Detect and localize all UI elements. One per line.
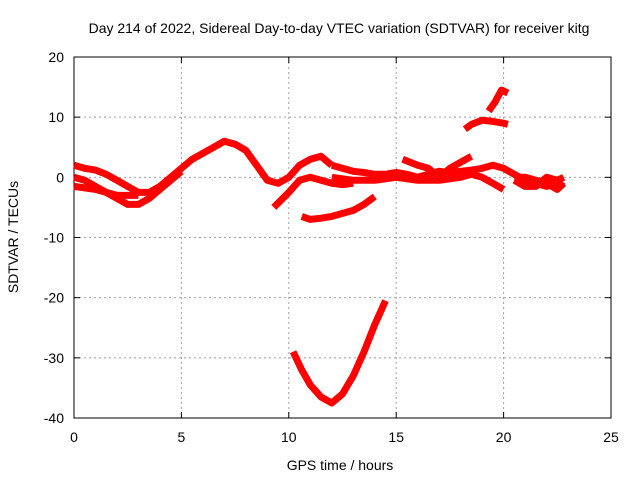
x-tick-label: 0 <box>70 429 78 445</box>
series-arc-4 <box>271 173 354 210</box>
y-tick-label: 20 <box>48 49 64 65</box>
x-tick-label: 25 <box>603 429 619 445</box>
data-series <box>73 86 567 407</box>
chart-title: Day 214 of 2022, Sidereal Day-to-day VTE… <box>89 20 590 36</box>
x-tick-label: 10 <box>281 429 297 445</box>
x-tick-label: 15 <box>388 429 404 445</box>
y-tick-label: 10 <box>48 109 64 125</box>
grid <box>74 57 611 418</box>
series-arc-1 <box>73 137 335 196</box>
series-arc-3 <box>73 182 139 199</box>
x-tick-label: 20 <box>496 429 512 445</box>
y-tick-label: -10 <box>44 230 64 246</box>
y-tick-label: -30 <box>44 350 64 366</box>
series-arc-9 <box>401 153 474 181</box>
y-tick-label: -20 <box>44 290 64 306</box>
y-tick-label: 0 <box>56 169 64 185</box>
x-tick-label: 5 <box>178 429 186 445</box>
series-arc-10 <box>462 116 509 133</box>
y-axis-label: SDTVAR / TECUs <box>5 181 21 293</box>
series-arc-13 <box>514 173 567 193</box>
series-arc-6 <box>300 193 377 223</box>
y-tick-label: -40 <box>44 410 64 426</box>
series-arc-2 <box>73 168 184 208</box>
series-arc-5 <box>289 299 389 407</box>
series-arc-11 <box>485 86 510 114</box>
x-axis-label: GPS time / hours <box>287 457 394 473</box>
ticks: 0 5 10 15 20 25 -40 -30 -20 -10 0 10 20 <box>44 49 619 445</box>
